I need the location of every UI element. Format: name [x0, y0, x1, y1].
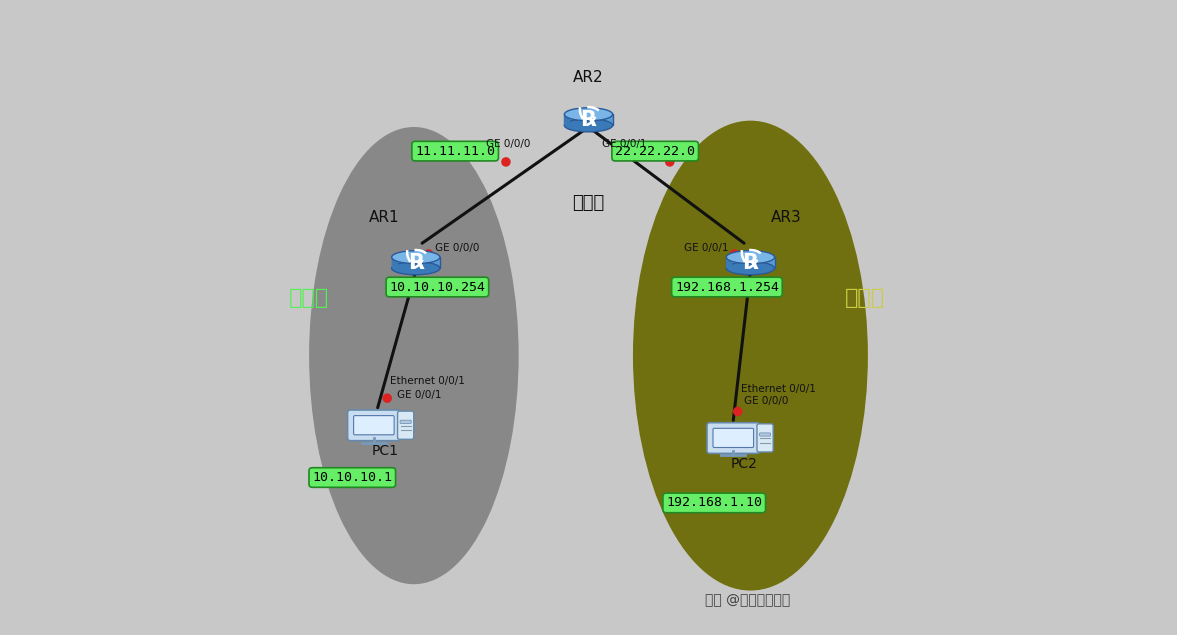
Circle shape	[501, 157, 511, 166]
Circle shape	[730, 250, 739, 259]
Text: 192.168.1.10: 192.168.1.10	[666, 497, 763, 509]
Ellipse shape	[392, 251, 440, 264]
Text: GE 0/0/0: GE 0/0/0	[434, 243, 479, 253]
FancyBboxPatch shape	[757, 424, 773, 452]
Text: 10.10.10.254: 10.10.10.254	[390, 281, 485, 293]
FancyBboxPatch shape	[392, 257, 398, 268]
Text: GE 0/0/0: GE 0/0/0	[486, 139, 530, 149]
Text: 22.22.22.0: 22.22.22.0	[616, 145, 696, 157]
Text: AR3: AR3	[771, 210, 802, 225]
FancyBboxPatch shape	[400, 420, 411, 424]
FancyBboxPatch shape	[347, 410, 400, 441]
Text: R: R	[407, 253, 424, 273]
Text: Ethernet 0/0/1: Ethernet 0/0/1	[740, 384, 816, 394]
Circle shape	[665, 157, 674, 166]
Text: R: R	[743, 253, 758, 273]
FancyBboxPatch shape	[398, 411, 414, 439]
Text: 192.168.1.254: 192.168.1.254	[674, 281, 779, 293]
Text: 综合楼: 综合楼	[845, 288, 885, 309]
Text: PC2: PC2	[731, 457, 758, 471]
Text: 教育楼: 教育楼	[290, 288, 330, 309]
FancyBboxPatch shape	[726, 257, 774, 268]
Text: AR2: AR2	[573, 70, 604, 85]
Ellipse shape	[564, 108, 613, 121]
Circle shape	[383, 394, 392, 403]
FancyBboxPatch shape	[564, 114, 613, 125]
Ellipse shape	[310, 127, 519, 584]
Text: R: R	[580, 110, 597, 130]
Ellipse shape	[726, 251, 774, 264]
Circle shape	[733, 407, 743, 417]
FancyBboxPatch shape	[726, 257, 732, 268]
FancyBboxPatch shape	[707, 423, 759, 453]
Text: 10.10.10.1: 10.10.10.1	[312, 471, 392, 484]
FancyBboxPatch shape	[353, 416, 394, 435]
Circle shape	[424, 250, 433, 259]
FancyBboxPatch shape	[392, 257, 440, 268]
Text: PC1: PC1	[372, 444, 399, 458]
Text: 头条 @工科男的深遂: 头条 @工科男的深遂	[705, 593, 790, 607]
Text: 11.11.11.0: 11.11.11.0	[415, 145, 496, 157]
FancyBboxPatch shape	[564, 114, 571, 125]
Ellipse shape	[392, 262, 440, 275]
Ellipse shape	[633, 121, 867, 591]
Text: GE 0/0/1: GE 0/0/1	[684, 243, 729, 253]
FancyBboxPatch shape	[759, 433, 771, 436]
Text: AR1: AR1	[368, 210, 399, 225]
Ellipse shape	[564, 119, 613, 132]
Ellipse shape	[726, 262, 774, 275]
Text: Ethernet 0/0/1: Ethernet 0/0/1	[391, 376, 465, 386]
Text: GE 0/0/1: GE 0/0/1	[397, 390, 441, 400]
Text: GE 0/0/0: GE 0/0/0	[744, 396, 789, 406]
Text: 行政楼: 行政楼	[572, 194, 605, 212]
Text: GE 0/0/1: GE 0/0/1	[603, 139, 647, 149]
FancyBboxPatch shape	[713, 429, 753, 448]
